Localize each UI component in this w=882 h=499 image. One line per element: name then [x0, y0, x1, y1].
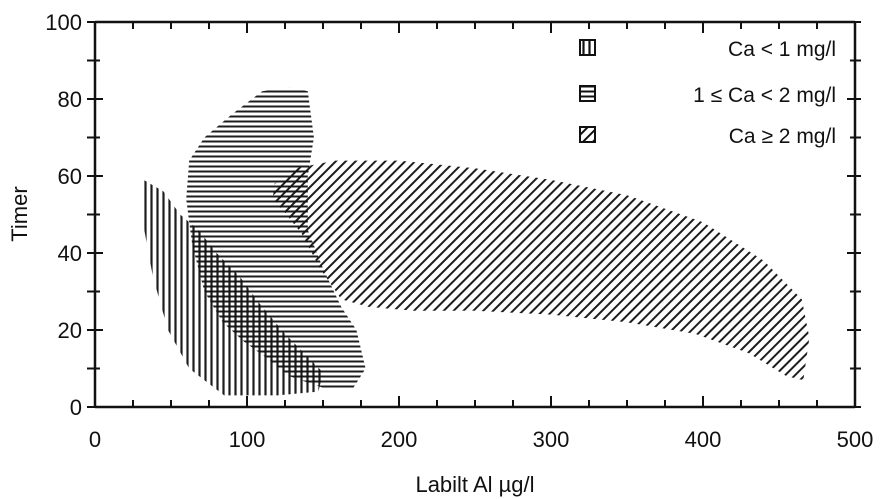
x-tick-label: 100 — [229, 427, 266, 452]
region-diagonal-hatch — [272, 160, 810, 381]
legend-item-ca-1-to-2: 1 ≤ Ca < 2 mg/l — [693, 84, 836, 107]
x-tick-label: 400 — [685, 427, 722, 452]
y-tick-label: 20 — [58, 318, 82, 343]
legend-item-ca-ge-2: Ca ≥ 2 mg/l — [729, 125, 836, 148]
y-tick-label: 80 — [58, 87, 82, 112]
vertical-hatch-swatch-icon — [579, 39, 596, 56]
region-vertical-hatch — [143, 179, 323, 396]
y-tick-label: 40 — [58, 241, 82, 266]
axis-ticks — [87, 21, 861, 408]
legend: Ca < 1 mg/l 1 ≤ Ca < 2 mg/l Ca ≥ 2 mg/l — [579, 38, 836, 148]
legend-item-ca-lt-1: Ca < 1 mg/l — [728, 38, 836, 61]
x-tick-label: 0 — [89, 427, 101, 452]
horizontal-hatch-swatch-icon — [579, 85, 596, 102]
axis-tick-labels: 0 100 200 300 400 500 0 20 40 60 80 100 — [45, 10, 873, 452]
y-tick-label: 0 — [70, 395, 82, 420]
x-axis-title: Labilt Al µg/l — [415, 472, 534, 497]
hatched-regions — [143, 87, 810, 396]
x-tick-label: 500 — [837, 427, 874, 452]
y-tick-label: 100 — [45, 10, 82, 35]
x-tick-label: 200 — [381, 427, 418, 452]
x-tick-label: 300 — [533, 427, 570, 452]
diagonal-hatch-swatch-icon — [579, 126, 596, 143]
y-axis-title: Timer — [7, 186, 32, 241]
y-tick-label: 60 — [58, 164, 82, 189]
